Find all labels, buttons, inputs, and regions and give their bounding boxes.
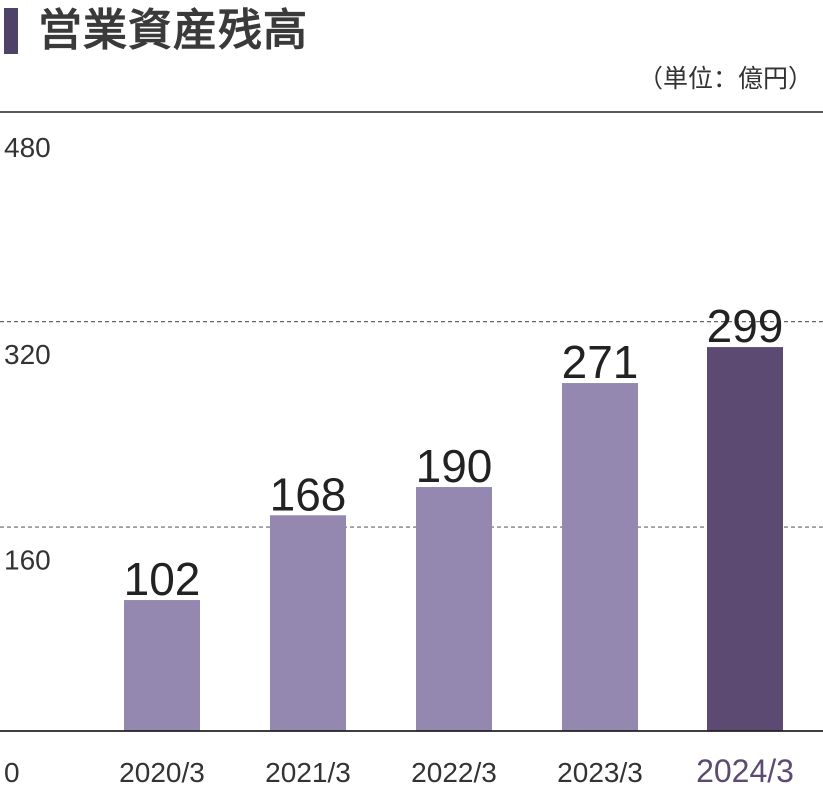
y-tick-label-0: 0: [4, 757, 20, 788]
unit-label: （単位：億円）: [637, 64, 813, 93]
x-tick-label-2021/3: 2021/3: [265, 757, 351, 788]
bar-2022/3: [416, 487, 492, 731]
value-label-2024/3: 299: [707, 300, 784, 352]
x-tick-label-2024/3: 2024/3: [696, 753, 794, 789]
y-tick-label-480: 480: [4, 132, 51, 163]
x-tick-label-2023/3: 2023/3: [557, 757, 643, 788]
value-label-2023/3: 271: [562, 336, 639, 388]
title-accent-bar: [4, 8, 18, 54]
x-tick-label-2022/3: 2022/3: [411, 757, 497, 788]
bar-2020/3: [124, 600, 200, 731]
y-tick-label-160: 160: [4, 545, 51, 576]
value-label-2021/3: 168: [270, 468, 347, 520]
value-label-2020/3: 102: [124, 553, 201, 605]
chart-title: 営業資産残高: [38, 5, 308, 56]
x-tick-label-2020/3: 2020/3: [119, 757, 205, 788]
y-tick-label-320: 320: [4, 339, 51, 370]
value-label-2022/3: 190: [416, 440, 493, 492]
bar-2024/3: [707, 347, 783, 731]
bar-2021/3: [270, 515, 346, 731]
bar-2023/3: [562, 383, 638, 731]
